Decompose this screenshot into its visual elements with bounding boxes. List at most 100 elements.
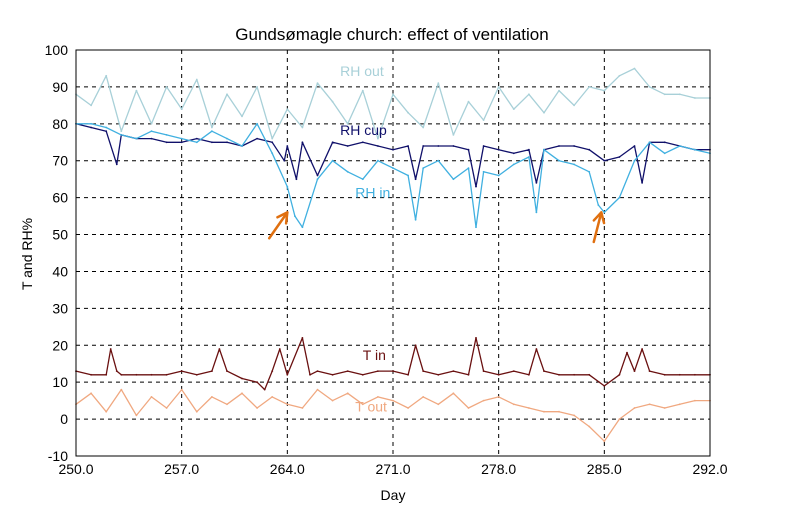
data-point-rh-cup — [90, 126, 92, 129]
data-point-rh-out — [694, 97, 696, 99]
data-point-rh-in — [528, 156, 530, 158]
x-tick-label: 264.0 — [270, 461, 305, 477]
data-point-rh-out — [256, 86, 258, 88]
data-point-rh-cup — [115, 163, 118, 166]
data-point-rh-cup — [467, 148, 470, 151]
data-point-t-out — [558, 410, 560, 413]
data-point-t-out — [437, 403, 440, 406]
y-tick-label: 70 — [52, 153, 68, 169]
data-point-rh-out — [346, 122, 349, 125]
data-point-rh-cup — [331, 141, 334, 144]
data-point-t-out — [497, 396, 500, 398]
data-point-t-out — [331, 399, 334, 402]
data-point-rh-cup — [588, 148, 591, 151]
chart-title: Gundsømagle church: effect of ventilatio… — [235, 25, 548, 44]
data-point-rh-cup — [286, 145, 289, 147]
data-point-t-out — [482, 399, 485, 402]
data-point-t-in — [414, 344, 417, 347]
y-tick-label: 90 — [52, 79, 68, 95]
data-point-t-in — [180, 370, 183, 372]
data-point-rh-out — [361, 89, 364, 92]
data-point-t-in — [648, 370, 651, 372]
data-point-rh-in — [195, 141, 198, 144]
data-point-t-out — [467, 407, 470, 409]
data-point-t-out — [135, 414, 138, 417]
data-point-rh-in — [271, 152, 274, 155]
data-point-rh-in — [618, 196, 621, 199]
annotation-layer — [267, 211, 606, 244]
data-point-t-in — [558, 373, 560, 376]
data-point-t-out — [361, 403, 364, 406]
data-point-rh-out — [211, 126, 213, 129]
y-tick-label: 50 — [52, 227, 68, 243]
y-tick-label: 30 — [52, 300, 68, 316]
data-point-t-in — [115, 370, 118, 372]
data-point-t-in — [346, 370, 349, 372]
data-point-rh-cup — [295, 178, 298, 181]
data-point-rh-cup — [301, 141, 304, 144]
data-point-t-out — [452, 392, 455, 395]
data-point-t-out — [316, 388, 319, 391]
data-point-rh-in — [452, 178, 455, 181]
annotation-arrow-head — [592, 211, 606, 225]
data-point-t-in — [452, 370, 455, 372]
data-point-rh-cup — [256, 137, 258, 140]
data-point-t-in — [195, 373, 198, 376]
data-point-rh-in — [543, 148, 545, 151]
data-point-rh-in — [241, 145, 243, 147]
data-point-t-out — [150, 396, 153, 398]
data-point-rh-cup — [573, 145, 575, 147]
x-tick-label: 257.0 — [164, 461, 199, 477]
data-point-rh-out — [165, 86, 168, 88]
data-point-t-out — [528, 407, 530, 409]
data-point-rh-in — [286, 185, 289, 188]
data-point-t-in — [286, 373, 289, 376]
data-point-rh-out — [377, 137, 379, 140]
data-point-rh-in — [361, 178, 364, 181]
series-label-rh-out: RH out — [340, 63, 384, 79]
data-point-t-out — [648, 403, 651, 406]
data-point-rh-cup — [497, 148, 500, 151]
data-point-rh-in — [211, 130, 213, 133]
data-point-rh-in — [648, 141, 651, 144]
data-point-rh-cup — [452, 145, 455, 147]
series-line-t-in — [75, 337, 710, 391]
data-point-rh-out — [512, 108, 515, 110]
data-point-rh-in — [597, 204, 600, 206]
data-point-t-out — [256, 407, 258, 409]
data-point-rh-cup — [346, 145, 349, 147]
x-tick-label: 250.0 — [58, 461, 93, 477]
data-point-t-in — [626, 351, 628, 354]
data-point-rh-out — [286, 108, 289, 110]
data-point-t-in — [422, 370, 425, 372]
data-point-rh-out — [482, 119, 485, 121]
data-point-rh-out — [588, 86, 591, 88]
data-point-rh-cup — [377, 145, 379, 147]
data-point-t-in — [588, 373, 591, 376]
data-point-rh-in — [663, 152, 666, 155]
data-point-t-in — [663, 373, 666, 376]
data-point-rh-out — [573, 104, 575, 107]
data-point-t-in — [165, 373, 168, 376]
data-point-rh-in — [678, 145, 681, 147]
data-point-rh-out — [271, 137, 274, 140]
data-point-t-out — [286, 403, 289, 406]
data-point-rh-out — [422, 126, 425, 129]
data-point-t-out — [694, 399, 696, 402]
data-point-t-out — [603, 440, 606, 443]
data-point-rh-in — [497, 174, 500, 177]
data-point-rh-cup — [271, 141, 274, 144]
data-point-t-in — [633, 370, 636, 372]
data-point-rh-in — [294, 215, 296, 218]
data-point-t-in — [694, 373, 696, 376]
data-point-t-out — [678, 403, 681, 406]
y-tick-label: 60 — [52, 190, 68, 206]
data-point-t-in — [528, 373, 530, 376]
data-point-t-in — [407, 373, 409, 376]
series-line-rh-in — [76, 123, 711, 228]
data-point-rh-cup — [283, 159, 286, 162]
data-point-t-out — [543, 410, 545, 413]
data-point-rh-in — [482, 170, 485, 173]
y-tick-label: 0 — [60, 411, 68, 427]
series-line-rh-out — [75, 67, 710, 140]
